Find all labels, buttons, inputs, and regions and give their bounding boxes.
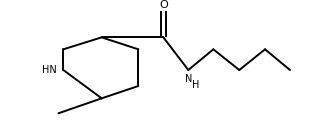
Text: N: N — [185, 74, 192, 84]
Text: HN: HN — [42, 65, 57, 75]
Text: H: H — [192, 80, 199, 90]
Text: O: O — [159, 0, 168, 10]
